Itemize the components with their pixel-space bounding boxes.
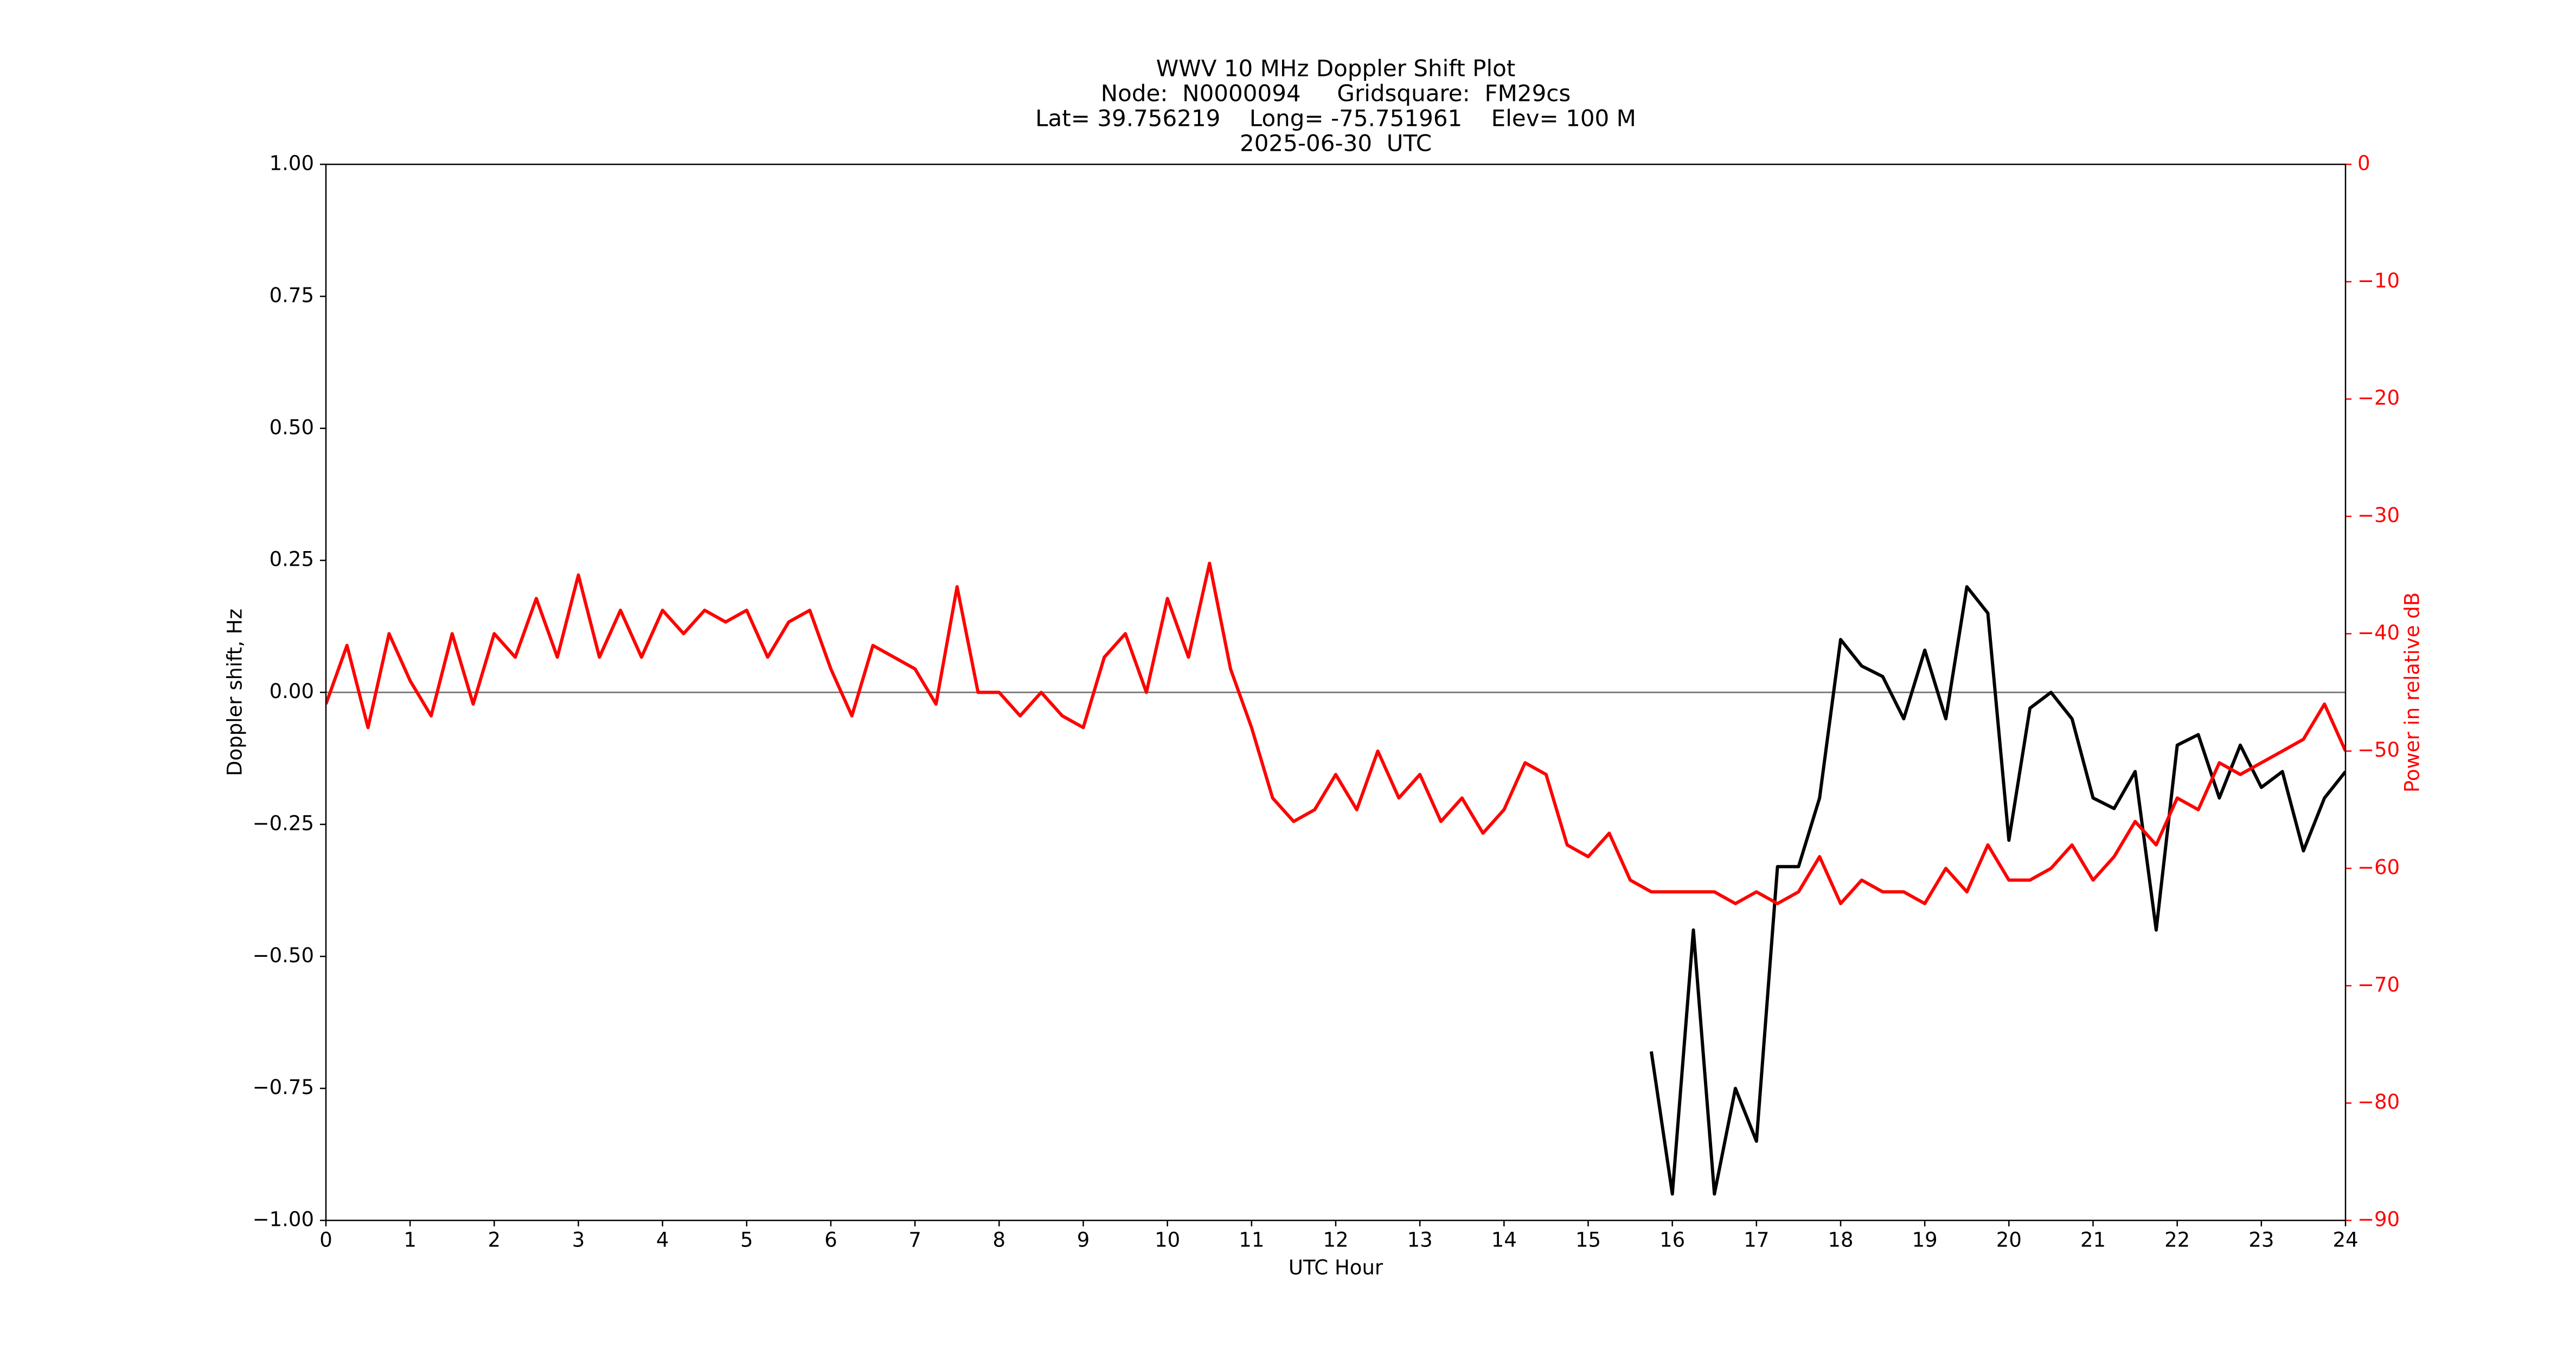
y-axis-label: Doppler shift, Hz [223, 609, 247, 776]
plot-frame [325, 163, 2347, 1221]
chart-title: Node: N0000094 Gridsquare: FM29cs [1101, 80, 1571, 107]
y-tick-label: −0.75 [253, 1076, 314, 1099]
y2-tick-label: 0 [2357, 152, 2370, 175]
x-tick-label: 9 [1077, 1229, 1090, 1252]
chart-title: 2025-06-30 UTC [1240, 130, 1432, 157]
x-axis-label: UTC Hour [1289, 1256, 1383, 1280]
x-tick-label: 6 [824, 1229, 837, 1252]
y-tick-label: 0.00 [270, 680, 314, 703]
x-tick-label: 2 [488, 1229, 501, 1252]
x-tick-label: 16 [1659, 1229, 1685, 1252]
x-tick-label: 11 [1239, 1229, 1264, 1252]
x-tick-label: 10 [1155, 1229, 1180, 1252]
x-tick-label: 0 [319, 1229, 332, 1252]
data-line [326, 561, 2346, 905]
x-tick-label: 23 [2248, 1229, 2274, 1252]
x-tick-label: 12 [1323, 1229, 1348, 1252]
y-tick-label: −0.50 [253, 944, 314, 967]
x-tick-label: 5 [740, 1229, 753, 1252]
data-line [1649, 585, 2346, 1196]
y2-tick-label: −10 [2357, 269, 2400, 292]
x-tick-label: 4 [656, 1229, 669, 1252]
y2-tick-label: −90 [2357, 1208, 2400, 1231]
x-tick-label: 24 [2333, 1229, 2358, 1252]
y-tick-label: 0.50 [270, 415, 314, 439]
chart-title: Lat= 39.756219 Long= -75.751961 Elev= 10… [1035, 105, 1636, 132]
x-tick-label: 19 [1912, 1229, 1938, 1252]
y2-tick-label: −70 [2357, 973, 2400, 996]
x-tick-label: 17 [1744, 1229, 1769, 1252]
chart-title: WWV 10 MHz Doppler Shift Plot [1156, 55, 1516, 82]
y-tick-label: −1.00 [253, 1208, 314, 1231]
x-tick-label: 14 [1491, 1229, 1517, 1252]
y2-tick-label: −50 [2357, 738, 2400, 762]
y-tick-label: 0.75 [270, 284, 314, 307]
y2-tick-label: −80 [2357, 1090, 2400, 1114]
x-tick-label: 1 [403, 1229, 416, 1252]
x-tick-label: 8 [993, 1229, 1006, 1252]
y-tick-label: −0.25 [253, 811, 314, 835]
x-tick-label: 15 [1575, 1229, 1601, 1252]
x-tick-label: 21 [2080, 1229, 2106, 1252]
y2-tick-label: −20 [2357, 386, 2400, 410]
y-tick-label: 1.00 [270, 152, 314, 175]
y2-tick-label: −40 [2357, 621, 2400, 644]
x-tick-label: 13 [1407, 1229, 1433, 1252]
y2-axis-label: Power in relative dB [2401, 592, 2424, 792]
x-tick-label: 7 [908, 1229, 921, 1252]
x-tick-label: 22 [2164, 1229, 2190, 1252]
y2-tick-label: −60 [2357, 856, 2400, 879]
x-tick-label: 3 [572, 1229, 585, 1252]
x-tick-label: 18 [1828, 1229, 1853, 1252]
x-tick-label: 20 [1996, 1229, 2022, 1252]
y2-tick-label: −30 [2357, 504, 2400, 527]
y-tick-label: 0.25 [270, 548, 314, 571]
